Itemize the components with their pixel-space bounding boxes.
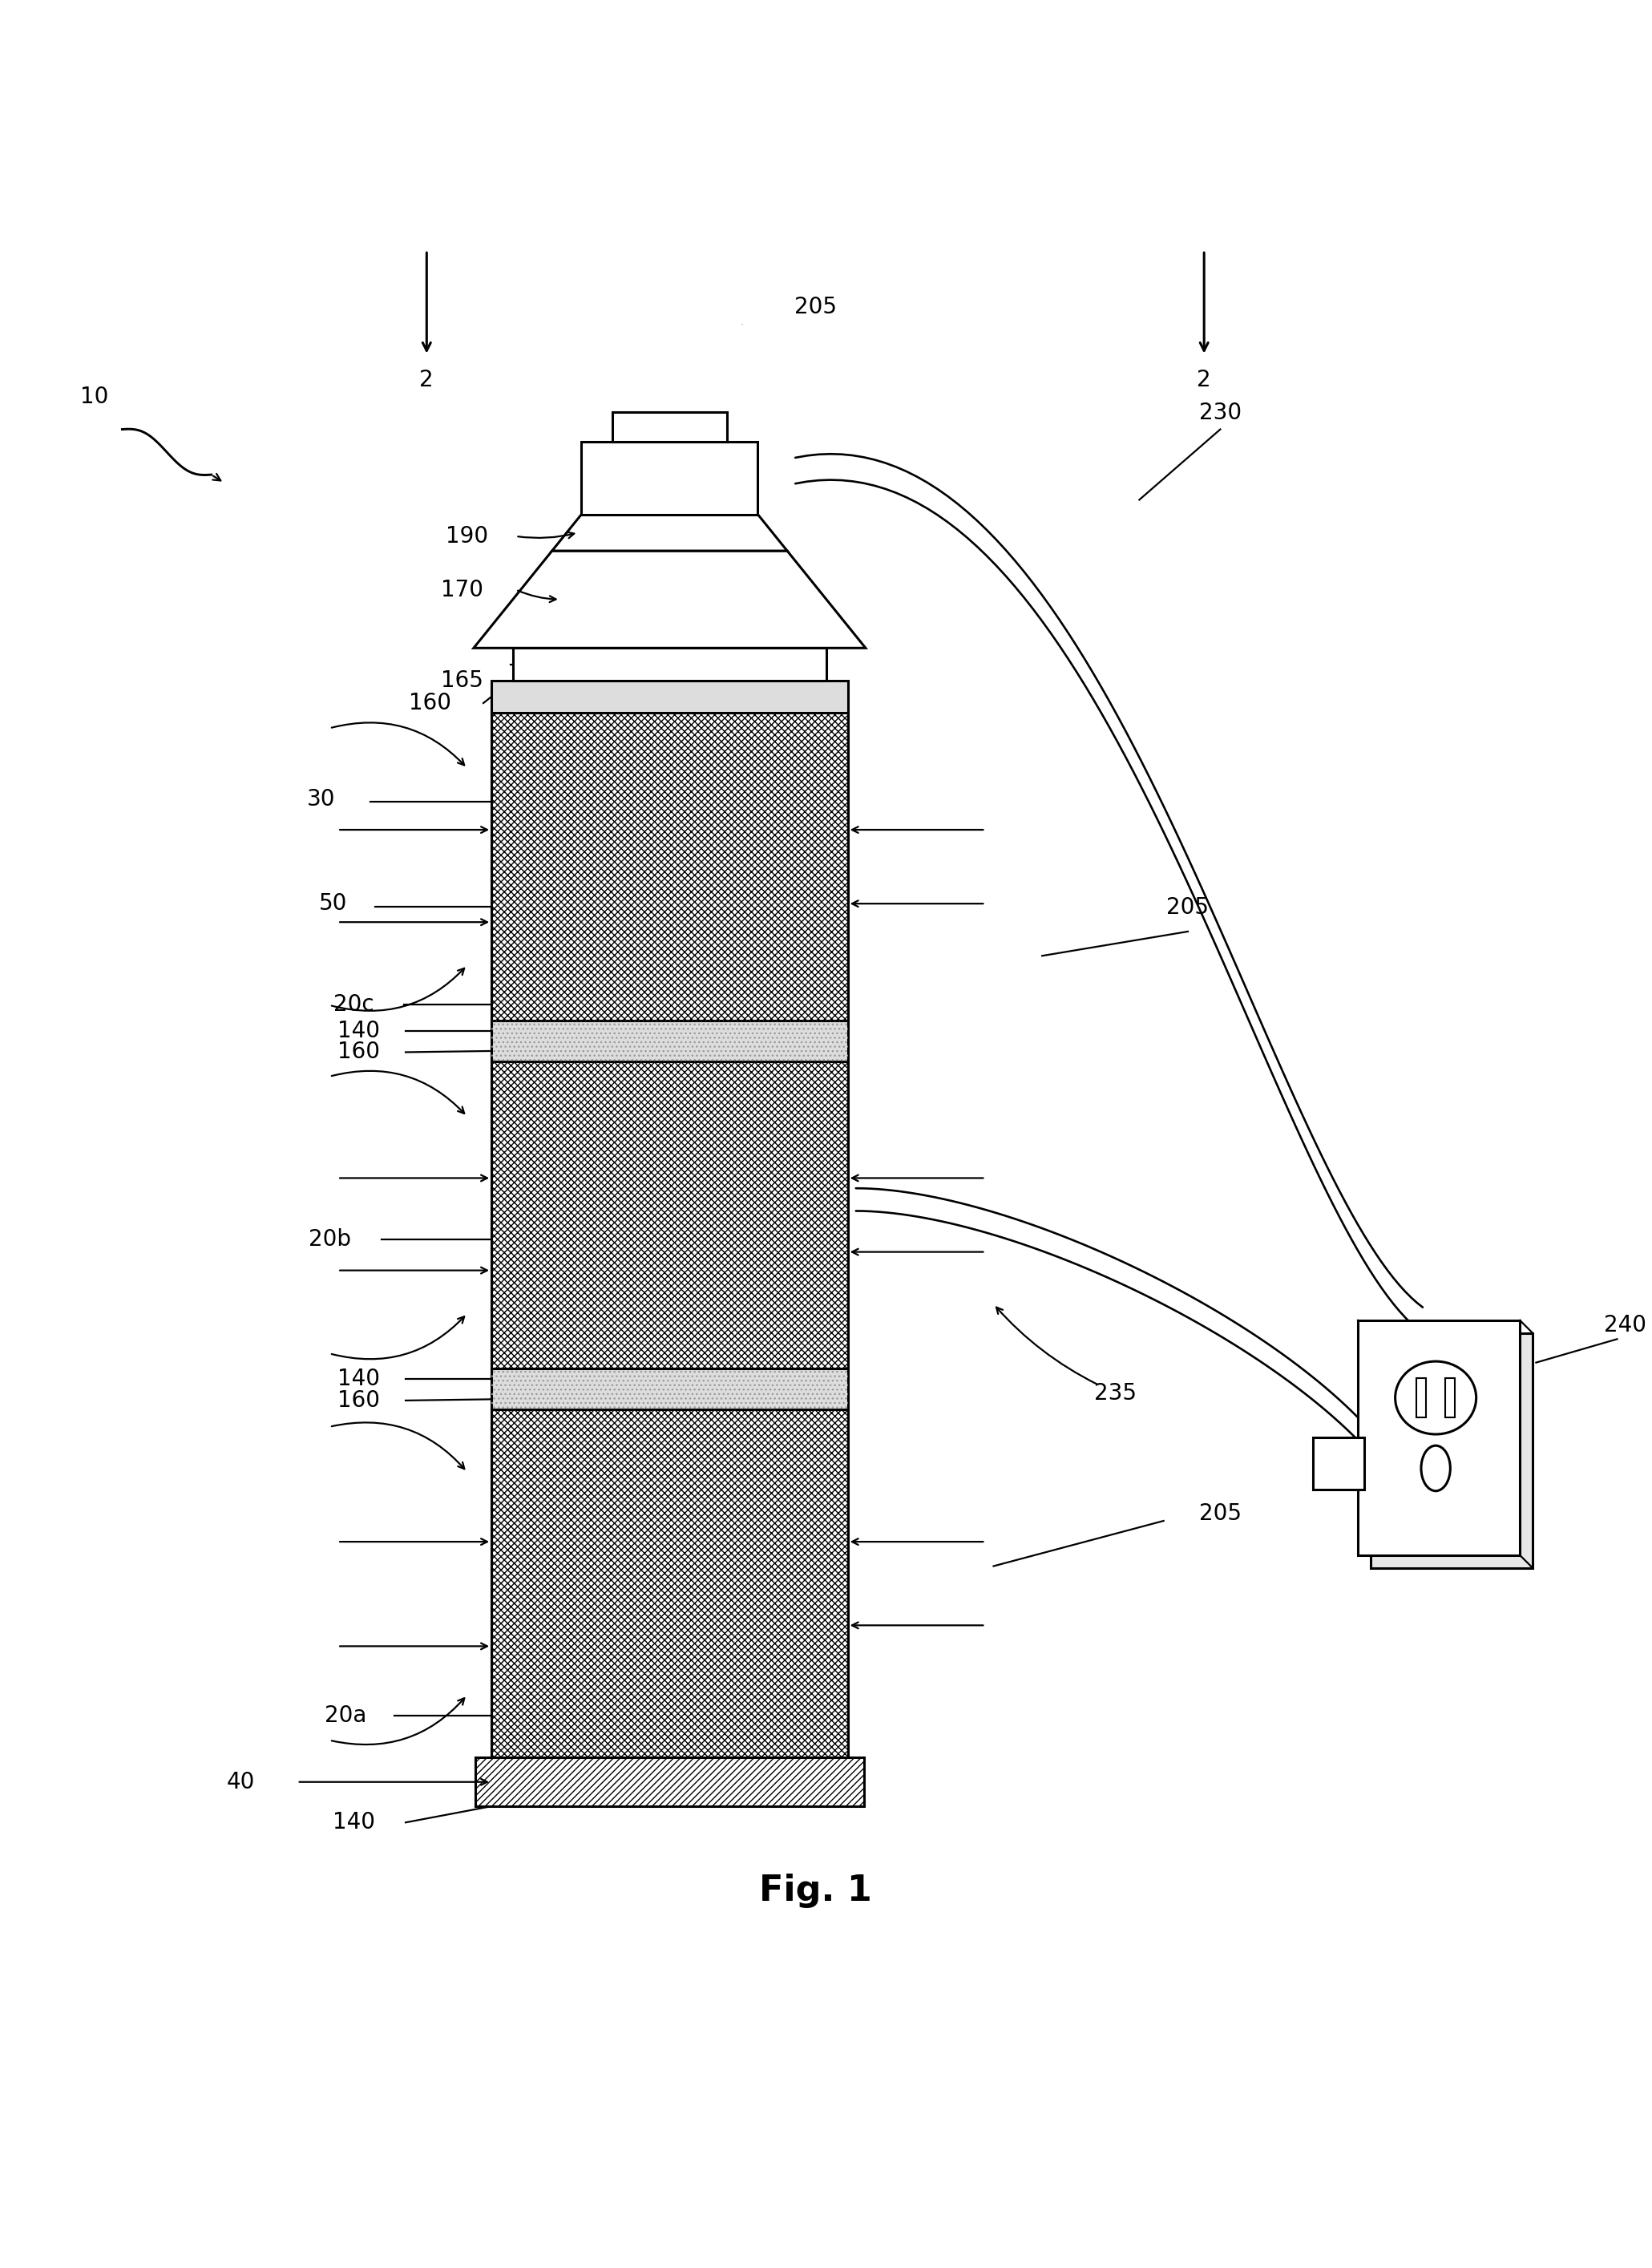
- Bar: [491, 712, 847, 1021]
- Text: Fig. 1: Fig. 1: [758, 1873, 872, 1907]
- Text: 20a: 20a: [325, 1706, 367, 1728]
- Text: 50: 50: [319, 891, 347, 914]
- Text: 230: 230: [1199, 401, 1242, 424]
- Text: 235: 235: [1094, 1381, 1137, 1404]
- Bar: [1371, 1334, 1533, 1567]
- Text: 160: 160: [408, 692, 451, 714]
- Text: 2: 2: [1198, 370, 1211, 390]
- Polygon shape: [552, 515, 788, 551]
- Text: 205: 205: [795, 295, 836, 318]
- Bar: [1358, 1320, 1520, 1556]
- Text: 165: 165: [441, 669, 484, 692]
- Bar: [491, 1408, 847, 1758]
- Bar: [1416, 1379, 1426, 1418]
- Bar: [476, 1758, 864, 1805]
- Text: 40: 40: [226, 1771, 254, 1794]
- Bar: [1446, 1379, 1455, 1418]
- Bar: [491, 1021, 847, 1061]
- Bar: [512, 649, 826, 680]
- Ellipse shape: [1421, 1445, 1450, 1490]
- Bar: [491, 1021, 847, 1061]
- Text: 140: 140: [337, 1368, 380, 1390]
- Text: 10: 10: [81, 386, 109, 408]
- Text: 20c: 20c: [334, 993, 373, 1016]
- Bar: [1313, 1438, 1365, 1490]
- Text: 140: 140: [332, 1812, 375, 1835]
- Text: 160: 160: [337, 1041, 380, 1064]
- Bar: [476, 1758, 864, 1805]
- Text: 190: 190: [446, 524, 489, 547]
- Text: 205: 205: [1199, 1504, 1242, 1524]
- Text: 140: 140: [337, 1021, 380, 1041]
- Text: 160: 160: [337, 1390, 380, 1411]
- Polygon shape: [474, 551, 866, 649]
- Bar: [491, 712, 847, 1021]
- Ellipse shape: [1396, 1361, 1477, 1433]
- Bar: [613, 413, 727, 442]
- Bar: [491, 1061, 847, 1370]
- Bar: [491, 1408, 847, 1758]
- Bar: [582, 442, 758, 515]
- Text: 30: 30: [307, 787, 335, 810]
- Text: 240: 240: [1604, 1313, 1647, 1336]
- Bar: [491, 1370, 847, 1408]
- Bar: [491, 680, 847, 712]
- Bar: [491, 1370, 847, 1408]
- Text: 170: 170: [441, 578, 484, 601]
- Text: 20b: 20b: [309, 1229, 350, 1252]
- Text: 205: 205: [1166, 896, 1209, 919]
- Bar: [491, 1061, 847, 1370]
- Text: 2: 2: [420, 370, 434, 390]
